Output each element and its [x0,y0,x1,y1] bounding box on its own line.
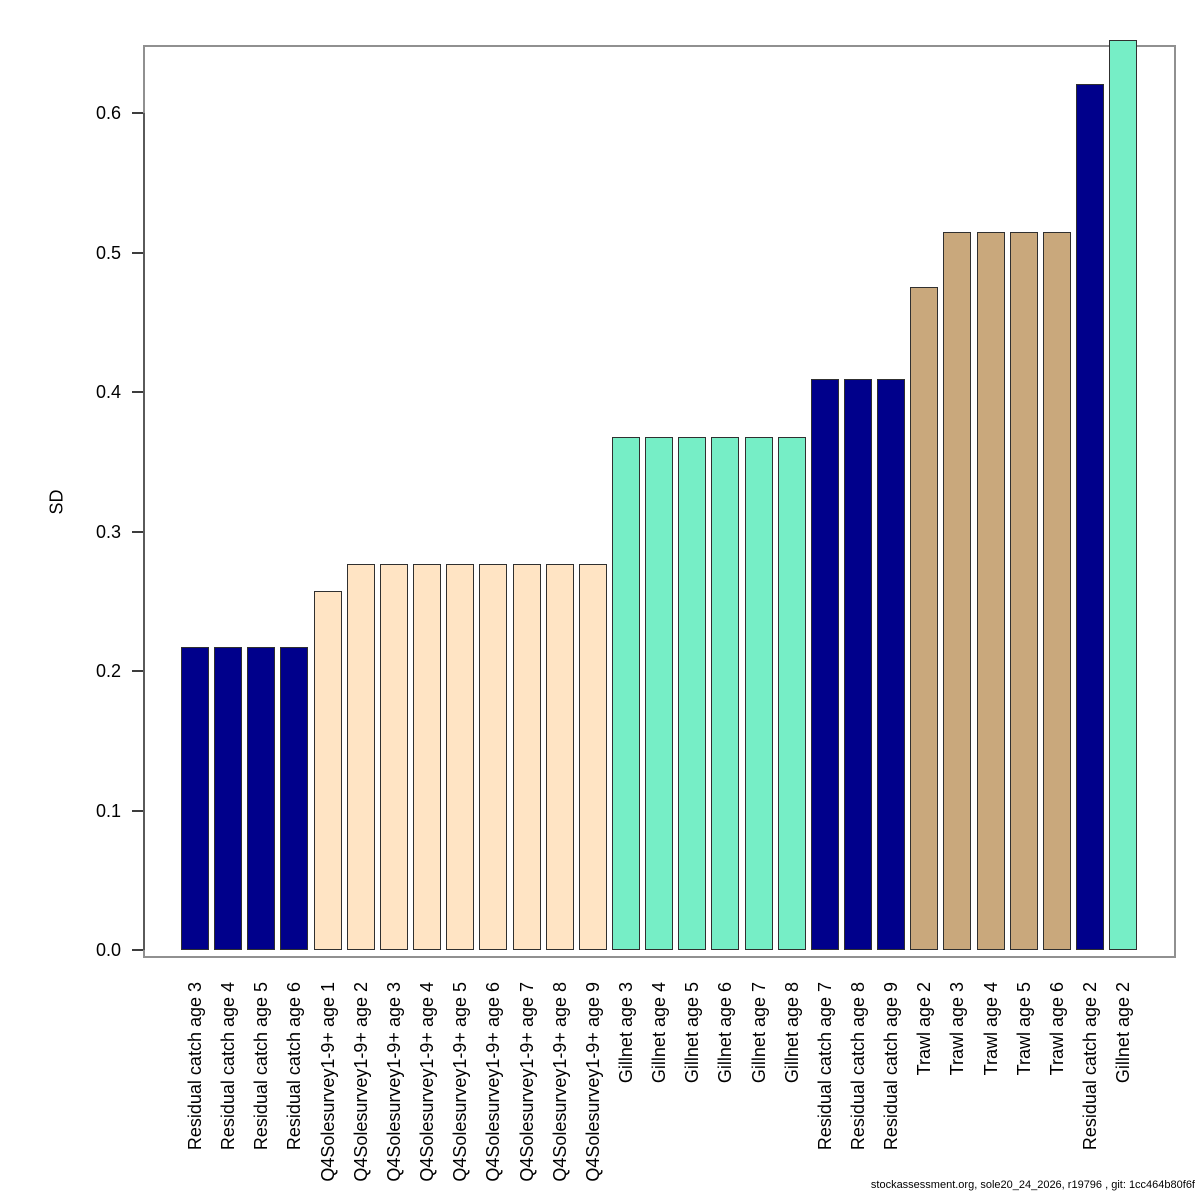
x-tick-label: Trawl age 3 [947,982,967,1076]
bar [645,437,673,950]
bar [1109,40,1137,950]
bar [910,287,938,950]
bar [612,437,640,950]
x-tick-label: Q4Solesurvey1-9+ age 8 [550,982,570,1182]
y-tick [132,391,143,393]
x-tick-label: Gillnet age 2 [1113,982,1133,1084]
x-tick-label: Residual catch age 9 [881,982,901,1151]
bar [1043,232,1071,950]
bar [711,437,739,950]
x-tick-label: Trawl age 4 [981,982,1001,1076]
y-axis-title: SD [46,489,67,515]
footer-attribution: stockassessment.org, sole20_24_2026, r19… [870,1179,1195,1191]
bar [678,437,706,950]
y-tick-label: 0.1 [95,800,121,821]
bar [513,564,541,950]
bar [877,379,905,950]
x-tick-label: Gillnet age 8 [782,982,802,1084]
x-tick-label: Trawl age 5 [1014,982,1034,1076]
x-tick-label: Q4Solesurvey1-9+ age 2 [351,982,371,1182]
x-tick-label: Q4Solesurvey1-9+ age 4 [417,982,437,1182]
bar [181,647,209,950]
x-tick-label: Q4Solesurvey1-9+ age 7 [517,982,537,1182]
bar [280,647,308,950]
y-tick [132,670,143,672]
x-tick-label: Trawl age 2 [914,982,934,1076]
y-tick [132,251,143,254]
bar [413,564,441,950]
x-tick-label: Residual catch age 2 [1080,982,1100,1151]
bar [811,379,839,950]
bar [380,564,408,950]
y-tick [132,530,143,533]
bar [214,647,242,950]
bar [579,564,607,950]
x-tick-label: Gillnet age 7 [749,982,769,1084]
bar [844,379,872,950]
x-tick-label: Trawl age 6 [1047,982,1067,1076]
bar [247,647,275,950]
x-tick-label: Residual catch age 8 [848,982,868,1151]
bar [778,437,806,950]
y-tick-label: 0.5 [95,242,121,263]
y-tick-label: 0.6 [95,103,121,123]
y-axis-line [143,113,145,950]
x-tick-label: Q4Solesurvey1-9+ age 9 [583,982,603,1182]
y-tick [132,949,143,951]
x-tick-label: Q4Solesurvey1-9+ age 5 [450,982,470,1182]
x-tick-label: Residual catch age 7 [815,982,835,1151]
y-tick-label: 0.3 [95,521,121,542]
x-tick-label: Residual catch age 5 [251,982,271,1151]
x-tick-label: Residual catch age 6 [284,982,304,1151]
bar [977,232,1005,950]
bar [347,564,375,950]
y-tick [132,112,143,114]
bar [1010,232,1038,950]
x-tick-label: Gillnet age 3 [616,982,636,1084]
x-tick-label: Q4Solesurvey1-9+ age 3 [384,982,404,1182]
bar [745,437,773,950]
y-tick-label: 0.0 [95,940,121,960]
x-tick-label: Gillnet age 4 [649,982,669,1084]
x-tick-label: Residual catch age 4 [218,982,238,1151]
x-tick-label: Gillnet age 6 [715,982,735,1084]
bar [546,564,574,950]
x-tick-label: Residual catch age 3 [185,982,205,1151]
x-tick-label: Q4Solesurvey1-9+ age 1 [318,982,338,1182]
bar [446,564,474,950]
bar [314,591,342,950]
x-tick-label: Gillnet age 5 [682,982,702,1084]
bar [479,564,507,950]
x-tick-label: Q4Solesurvey1-9+ age 6 [483,982,503,1182]
y-tick-label: 0.2 [95,661,121,681]
bar [1076,84,1104,950]
y-tick-label: 0.4 [95,382,121,402]
y-tick [132,809,143,812]
bar [943,232,971,950]
